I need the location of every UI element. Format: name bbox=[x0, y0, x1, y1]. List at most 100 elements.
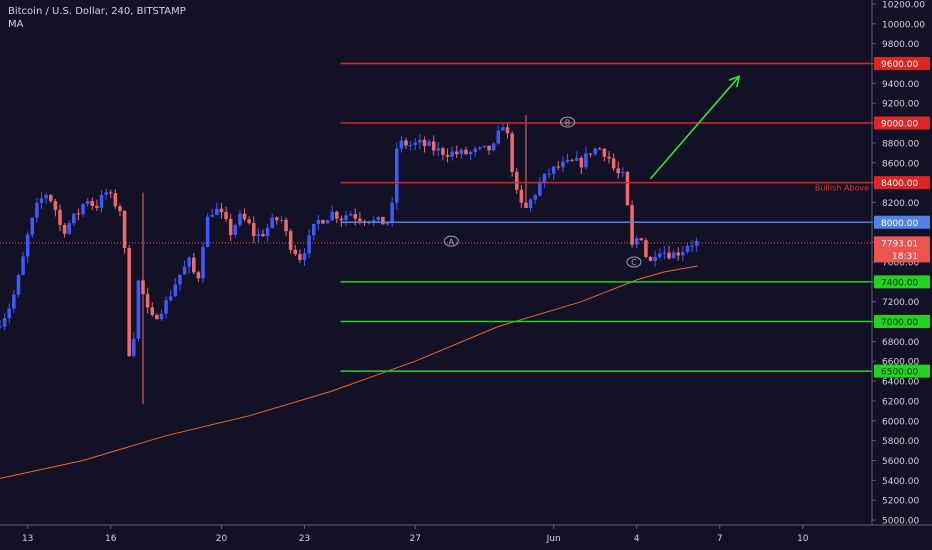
candle-up[interactable] bbox=[187, 257, 191, 267]
candle-down[interactable] bbox=[192, 257, 196, 273]
candle-up[interactable] bbox=[468, 151, 473, 155]
candle-down[interactable] bbox=[607, 156, 611, 159]
candle-up[interactable] bbox=[44, 195, 48, 199]
candle-up[interactable] bbox=[344, 215, 348, 221]
candle-down[interactable] bbox=[251, 223, 256, 236]
candle-up[interactable] bbox=[265, 227, 270, 237]
candle-up[interactable] bbox=[325, 219, 330, 224]
candle-down[interactable] bbox=[510, 133, 514, 172]
candle-down[interactable] bbox=[519, 189, 524, 203]
candle-up[interactable] bbox=[551, 166, 556, 174]
candle-up[interactable] bbox=[21, 256, 25, 276]
candle-down[interactable] bbox=[335, 211, 339, 219]
candle-up[interactable] bbox=[81, 203, 85, 215]
candle-up[interactable] bbox=[376, 216, 381, 221]
candle-up[interactable] bbox=[390, 202, 394, 222]
candle-down[interactable] bbox=[48, 195, 53, 201]
candle-down[interactable] bbox=[275, 217, 279, 221]
candle-up[interactable] bbox=[542, 173, 547, 183]
candle-down[interactable] bbox=[431, 141, 436, 151]
candle-up[interactable] bbox=[178, 274, 182, 285]
candle-up[interactable] bbox=[330, 211, 334, 220]
candle-down[interactable] bbox=[242, 213, 247, 220]
candle-up[interactable] bbox=[2, 318, 7, 327]
candle-up[interactable] bbox=[205, 216, 210, 248]
candle-down[interactable] bbox=[422, 139, 427, 146]
candle-up[interactable] bbox=[201, 247, 205, 279]
candle-down[interactable] bbox=[556, 166, 561, 168]
candle-up[interactable] bbox=[0, 326, 2, 328]
candle-up[interactable] bbox=[478, 147, 482, 149]
candle-down[interactable] bbox=[247, 219, 251, 224]
candle-down[interactable] bbox=[298, 254, 302, 260]
candle-down[interactable] bbox=[150, 307, 155, 315]
candle-down[interactable] bbox=[667, 252, 671, 259]
candle-down[interactable] bbox=[145, 294, 150, 308]
candle-down[interactable] bbox=[196, 272, 201, 279]
candle-down[interactable] bbox=[676, 252, 680, 256]
candle-up[interactable] bbox=[132, 338, 136, 356]
candle-up[interactable] bbox=[99, 194, 104, 208]
candle-down[interactable] bbox=[155, 314, 159, 320]
candle-up[interactable] bbox=[528, 199, 533, 209]
candle-down[interactable] bbox=[598, 148, 602, 150]
candle-down[interactable] bbox=[224, 212, 228, 220]
candle-down[interactable] bbox=[288, 231, 293, 250]
candle-down[interactable] bbox=[261, 234, 265, 237]
candle-up[interactable] bbox=[399, 140, 404, 149]
candle-up[interactable] bbox=[136, 280, 141, 339]
candle-up[interactable] bbox=[685, 246, 690, 252]
candle-up[interactable] bbox=[482, 145, 487, 148]
candle-down[interactable] bbox=[514, 171, 519, 190]
candle-down[interactable] bbox=[53, 200, 58, 210]
candle-down[interactable] bbox=[339, 218, 344, 221]
candle-up[interactable] bbox=[436, 148, 441, 151]
candle-up[interactable] bbox=[215, 208, 219, 215]
candle-down[interactable] bbox=[588, 153, 593, 155]
candle-up[interactable] bbox=[653, 256, 657, 262]
candle-down[interactable] bbox=[321, 220, 325, 224]
candle-up[interactable] bbox=[173, 284, 178, 297]
candle-down[interactable] bbox=[639, 238, 644, 241]
candle-down[interactable] bbox=[445, 154, 450, 157]
candle-up[interactable] bbox=[408, 144, 413, 146]
candle-down[interactable] bbox=[487, 145, 491, 151]
candle-up[interactable] bbox=[307, 235, 311, 254]
candle-up[interactable] bbox=[25, 234, 30, 257]
candle-up[interactable] bbox=[159, 313, 164, 320]
candle-down[interactable] bbox=[108, 192, 113, 194]
candle-up[interactable] bbox=[104, 192, 108, 195]
candle-up[interactable] bbox=[279, 219, 284, 221]
candle-up[interactable] bbox=[395, 148, 399, 203]
candle-up[interactable] bbox=[418, 139, 422, 143]
candle-up[interactable] bbox=[72, 213, 76, 224]
candle-up[interactable] bbox=[496, 130, 501, 144]
candle-down[interactable] bbox=[611, 158, 616, 169]
candle-down[interactable] bbox=[219, 208, 224, 213]
candle-down[interactable] bbox=[570, 159, 574, 161]
candle-down[interactable] bbox=[127, 247, 131, 356]
candle-up[interactable] bbox=[584, 153, 588, 168]
candle-down[interactable] bbox=[505, 127, 510, 134]
candle-down[interactable] bbox=[95, 205, 99, 208]
candle-up[interactable] bbox=[30, 217, 35, 235]
candle-up[interactable] bbox=[12, 294, 16, 309]
candle-down[interactable] bbox=[616, 168, 621, 174]
candle-down[interactable] bbox=[464, 149, 468, 155]
candle-up[interactable] bbox=[621, 172, 625, 174]
candle-up[interactable] bbox=[565, 159, 570, 162]
candle-up[interactable] bbox=[547, 173, 551, 175]
candle-down[interactable] bbox=[118, 206, 122, 211]
candle-up[interactable] bbox=[256, 234, 261, 236]
candle-down[interactable] bbox=[644, 240, 648, 257]
candle-up[interactable] bbox=[238, 213, 242, 226]
candle-up[interactable] bbox=[593, 148, 597, 155]
candle-down[interactable] bbox=[648, 256, 653, 262]
candle-up[interactable] bbox=[662, 252, 667, 254]
candle-up[interactable] bbox=[658, 253, 662, 257]
candle-down[interactable] bbox=[630, 205, 634, 245]
candle-down[interactable] bbox=[113, 193, 118, 207]
candle-up[interactable] bbox=[316, 220, 321, 224]
